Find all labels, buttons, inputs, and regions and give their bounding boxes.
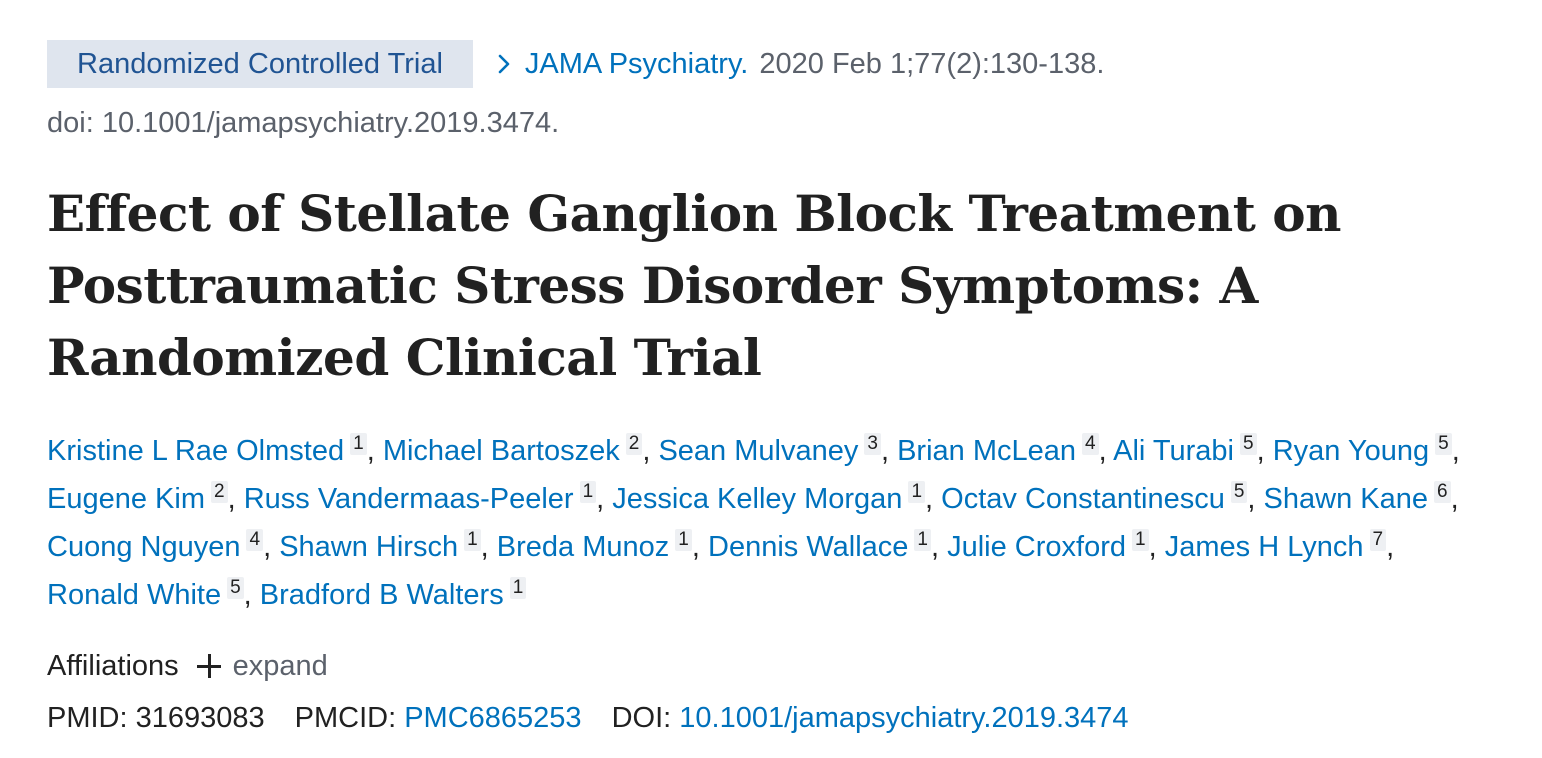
affiliation-number[interactable]: 5 — [227, 577, 244, 599]
author-name-link[interactable]: Eugene Kim — [47, 483, 205, 515]
author-separator: , — [1098, 435, 1107, 467]
affiliation-number[interactable]: 2 — [211, 481, 228, 503]
author-item: James H Lynch 7, — [1164, 529, 1395, 563]
author-name-link[interactable]: Ryan Young — [1272, 435, 1430, 467]
affiliation-number[interactable]: 1 — [675, 529, 692, 551]
affiliation-number[interactable]: 1 — [914, 529, 931, 551]
author-item: Michael Bartoszek 2, — [382, 433, 651, 467]
author-item: Brian McLean 4, — [897, 433, 1107, 467]
pmid-value: 31693083 — [135, 702, 265, 734]
author-item: Dennis Wallace 1, — [708, 529, 940, 563]
author-separator: , — [263, 531, 272, 563]
citation-details: 2020 Feb 1;77(2):130-138. — [759, 47, 1105, 80]
author-item: Bradford B Walters 1 — [259, 577, 527, 611]
plus-icon — [196, 654, 221, 678]
author-item: Ryan Young 5, — [1272, 433, 1460, 467]
author-name-link[interactable]: Shawn Hirsch — [279, 531, 459, 563]
author-separator: , — [1386, 531, 1395, 563]
affiliations-row: Affiliations expand — [47, 644, 1507, 688]
affiliation-number[interactable]: 5 — [1230, 481, 1248, 503]
author-item: Breda Munoz 1, — [496, 529, 700, 563]
author-name-link[interactable]: Julie Croxford — [947, 531, 1127, 563]
author-name-link[interactable]: Ali Turabi — [1113, 435, 1234, 467]
author-separator: , — [930, 531, 940, 563]
affiliations-expand-button[interactable]: expand — [196, 644, 328, 688]
affiliation-number[interactable]: 1 — [464, 529, 481, 551]
author-separator: , — [243, 579, 252, 611]
affiliation-number[interactable]: 7 — [1369, 529, 1387, 551]
pmcid-label: PMCID: — [294, 702, 397, 734]
affiliations-label: Affiliations — [47, 650, 179, 682]
affiliation-number[interactable]: 2 — [625, 433, 643, 455]
author-name-link[interactable]: Breda Munoz — [496, 531, 670, 563]
affiliation-number[interactable]: 5 — [1240, 433, 1257, 455]
doi-line: doi: 10.1001/jamapsychiatry.2019.3474. — [47, 107, 560, 139]
author-separator: , — [480, 531, 489, 563]
author-item: Shawn Hirsch 1, — [279, 529, 489, 563]
author-separator: , — [596, 483, 605, 515]
author-name-link[interactable]: Kristine L Rae Olmsted — [47, 435, 345, 467]
pmcid-group: PMCID: PMC6865253 — [295, 696, 582, 740]
author-separator: , — [1148, 531, 1157, 563]
author-item: Shawn Kane 6, — [1263, 481, 1459, 515]
affiliation-number[interactable]: 6 — [1434, 481, 1451, 503]
expand-label: expand — [232, 650, 328, 682]
author-name-link[interactable]: Brian McLean — [897, 435, 1076, 467]
pmcid-link[interactable]: PMC6865253 — [404, 702, 582, 734]
identifiers-row: PMID: 31693083 PMCID: PMC6865253 DOI: 10… — [47, 696, 1507, 740]
affiliation-number[interactable]: 4 — [246, 529, 264, 551]
citation-row: Randomized Controlled Trial JAMA Psychia… — [47, 40, 1507, 88]
author-name-link[interactable]: Dennis Wallace — [708, 531, 909, 563]
affiliation-number[interactable]: 1 — [579, 481, 597, 503]
chevron-right-icon — [498, 54, 510, 74]
author-separator: , — [366, 435, 375, 467]
author-separator: , — [1450, 483, 1459, 515]
author-name-link[interactable]: Michael Bartoszek — [382, 435, 620, 467]
author-item: Julie Croxford 1, — [947, 529, 1157, 563]
author-name-link[interactable]: Ronald White — [47, 579, 222, 611]
author-name-link[interactable]: Jessica Kelley Morgan — [612, 483, 903, 515]
author-name-link[interactable]: Sean Mulvaney — [658, 435, 859, 467]
doi-group: DOI: 10.1001/jamapsychiatry.2019.3474 — [612, 696, 1129, 740]
affiliation-number[interactable]: 1 — [509, 577, 527, 599]
affiliation-number[interactable]: 3 — [864, 433, 881, 455]
article-header: Randomized Controlled Trial JAMA Psychia… — [47, 40, 1507, 740]
author-name-link[interactable]: Octav Constantinescu — [941, 483, 1225, 515]
author-item: Jessica Kelley Morgan 1, — [612, 481, 934, 515]
author-name-link[interactable]: Russ Vandermaas-Peeler — [243, 483, 574, 515]
doi-link[interactable]: 10.1001/jamapsychiatry.2019.3474 — [679, 702, 1129, 734]
article-type-badge: Randomized Controlled Trial — [47, 40, 473, 88]
author-separator: , — [1451, 435, 1460, 467]
affiliation-number[interactable]: 1 — [1132, 529, 1149, 551]
article-title: Effect of Stellate Ganglion Block Treatm… — [47, 184, 1341, 387]
author-separator: , — [1247, 483, 1256, 515]
doi-label: DOI: — [611, 702, 672, 734]
author-separator: , — [642, 435, 651, 467]
author-item: Russ Vandermaas-Peeler 1, — [243, 481, 605, 515]
author-item: Kristine L Rae Olmsted 1, — [47, 433, 375, 467]
author-item: Ali Turabi 5, — [1113, 433, 1265, 467]
author-item: Eugene Kim 2, — [47, 481, 236, 515]
pmid-group: PMID: 31693083 — [47, 696, 265, 740]
author-separator: , — [691, 531, 700, 563]
author-name-link[interactable]: Shawn Kane — [1263, 483, 1429, 515]
pmid-label: PMID: — [47, 702, 128, 734]
affiliation-number[interactable]: 4 — [1082, 433, 1099, 455]
affiliation-number[interactable]: 5 — [1435, 433, 1452, 455]
author-name-link[interactable]: Bradford B Walters — [259, 579, 504, 611]
author-item: Cuong Nguyen 4, — [47, 529, 272, 563]
affiliation-number[interactable]: 1 — [908, 481, 926, 503]
journal-link[interactable]: JAMA Psychiatry. — [524, 47, 749, 80]
author-item: Sean Mulvaney 3, — [658, 433, 889, 467]
author-name-link[interactable]: Cuong Nguyen — [47, 531, 241, 563]
author-separator: , — [880, 435, 889, 467]
authors-list: Kristine L Rae Olmsted 1, Michael Bartosz… — [47, 427, 1487, 619]
author-separator: , — [227, 483, 236, 515]
author-item: Ronald White 5, — [47, 577, 252, 611]
author-name-link[interactable]: James H Lynch — [1164, 531, 1364, 563]
affiliation-number[interactable]: 1 — [350, 433, 367, 455]
author-separator: , — [925, 483, 934, 515]
author-item: Octav Constantinescu 5, — [941, 481, 1256, 515]
author-separator: , — [1256, 435, 1265, 467]
